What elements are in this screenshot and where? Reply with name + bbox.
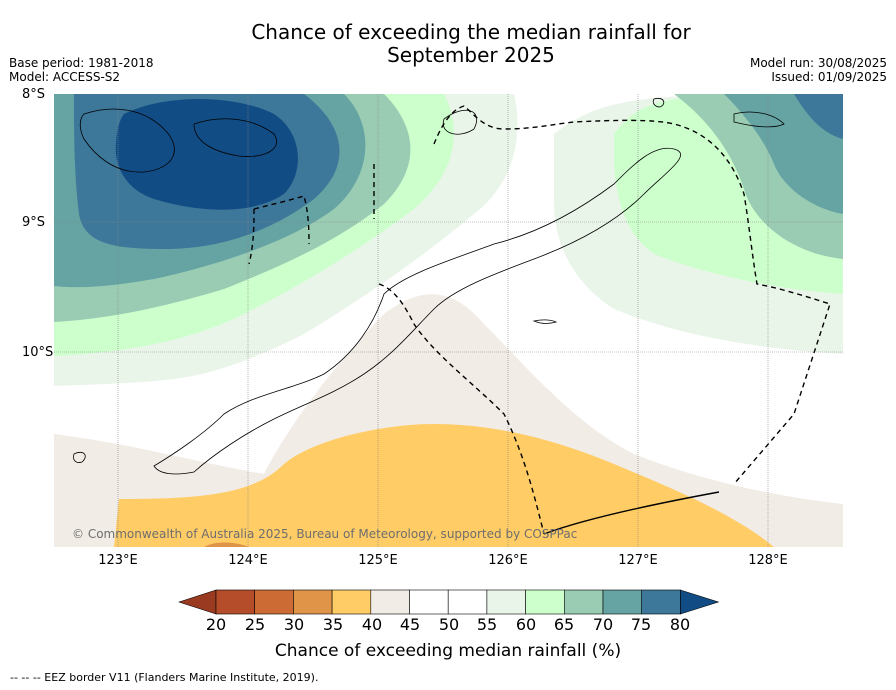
colorbar-segment [215,589,256,615]
band-30-35 [204,542,249,547]
cb-tick-75: 75 [630,615,652,634]
colorbar-segment [370,589,410,615]
lon-label-128e: 128°E [748,553,788,568]
model-text: Model: ACCESS-S2 [9,70,121,84]
colorbar-segment [331,589,372,615]
colorbar-segment [563,589,604,615]
leti-islands [733,111,785,128]
copyright-text: © Commonwealth of Australia 2025, Bureau… [72,527,578,541]
timor-coastline [153,147,681,475]
eez-border-south [543,491,720,535]
colorbar-segment [602,589,643,615]
cb-tick-20: 20 [205,615,227,634]
issued-text: Issued: 01/09/2025 [771,70,887,84]
colorbar-segment [525,589,565,615]
lat-label-10s: 10°S [22,345,54,360]
colorbar-segments [178,589,720,615]
eez-legend-text: -- -- -- EEZ border V11 (Flanders Marine… [10,671,319,684]
semau-island [73,451,86,463]
model-run-text: Model run: 30/08/2025 [749,56,887,70]
cb-tick-30: 30 [283,615,305,634]
ocean-island [532,319,558,324]
band-75-80-east [794,94,843,139]
band-80-plus-west [115,99,298,210]
band-70-75-east [724,94,843,214]
lat-label-9s: 9°S [22,215,46,230]
colorbar-segment [447,589,488,615]
lat-label-8s: 8°S [22,87,46,102]
colorbar-segment [486,589,526,615]
eez-border [248,105,831,535]
pantar-island [193,118,277,157]
colorbar-segment [293,589,333,615]
graticule [54,94,843,547]
cb-tick-60: 60 [515,615,537,634]
cb-tick-70: 70 [592,615,614,634]
cb-tick-45: 45 [399,615,421,634]
alor-islands [79,108,175,173]
lon-label-124e: 124°E [228,553,268,568]
map-title-line2: September 2025 [387,43,555,67]
cb-tick-65: 65 [553,615,575,634]
map-panel [54,94,843,547]
cb-tick-50: 50 [438,615,460,634]
lon-label-127e: 127°E [618,553,658,568]
cb-tick-80: 80 [669,615,691,634]
colorbar [178,589,720,615]
map-title-line1: Chance of exceeding the median rainfall … [251,20,691,44]
band-35-40 [114,424,774,547]
colorbar-title: Chance of exceeding median rainfall (%) [274,641,622,661]
colorbar-segment [254,589,294,615]
kisar-island [652,97,665,108]
colorbar-arrow-low [178,589,217,615]
cb-tick-55: 55 [476,615,498,634]
lon-label-126e: 126°E [488,553,528,568]
lon-label-125e: 125°E [358,553,398,568]
colorbar-segment [409,589,449,615]
colorbar-segment [641,589,681,615]
cb-tick-40: 40 [361,615,383,634]
cb-tick-35: 35 [322,615,344,634]
wetar-island [442,110,477,135]
cb-tick-25: 25 [244,615,266,634]
colorbar-arrow-high [680,589,720,615]
lon-label-123e: 123°E [98,553,138,568]
rainfall-map [54,94,843,547]
base-period-text: Base period: 1981-2018 [9,56,154,70]
